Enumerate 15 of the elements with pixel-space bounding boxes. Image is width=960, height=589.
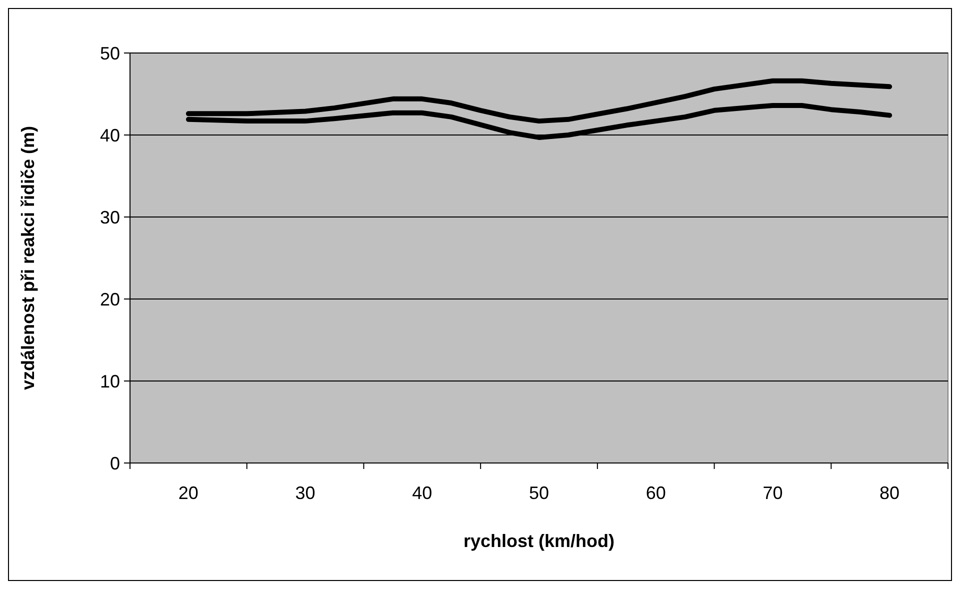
y-tick-label: 0 <box>110 453 120 474</box>
y-tick-label: 40 <box>100 125 120 146</box>
x-tick-label: 30 <box>295 483 316 503</box>
y-tick-label: 10 <box>100 371 120 392</box>
x-tick-label: 80 <box>880 483 900 503</box>
y-tick-label: 30 <box>100 207 120 228</box>
y-axis-title: vzdálenost při reakci řidiče (m) <box>18 126 38 390</box>
x-tick-label: 50 <box>528 483 550 503</box>
y-tick-label: 20 <box>100 289 120 310</box>
x-tick-label: 60 <box>646 483 666 503</box>
x-tick-label: 40 <box>412 483 432 503</box>
y-tick-label: 50 <box>100 43 120 64</box>
x-tick-label: 70 <box>762 483 783 503</box>
x-tick-label: 20 <box>178 483 198 503</box>
x-axis-title: rychlost (km/hod) <box>463 531 615 551</box>
